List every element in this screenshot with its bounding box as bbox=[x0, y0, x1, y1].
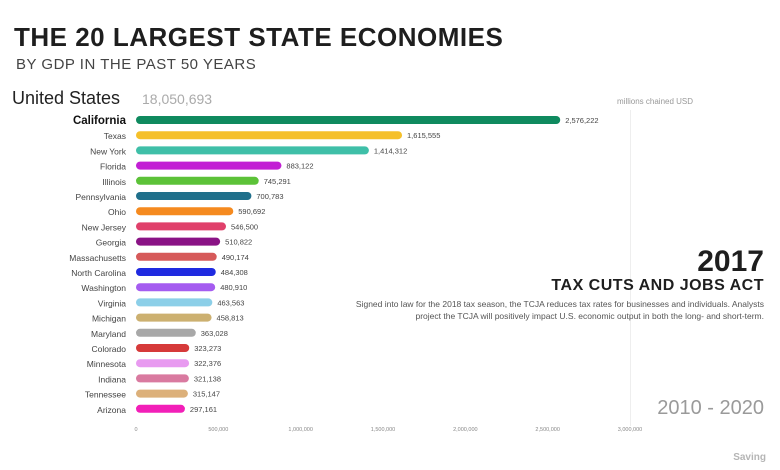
category-label: Pennsylvania bbox=[75, 192, 126, 202]
category-label: Texas bbox=[104, 131, 126, 141]
bar bbox=[136, 359, 190, 368]
category-label: Colorado bbox=[92, 344, 127, 354]
value-label: 322,376 bbox=[194, 359, 221, 368]
bar bbox=[136, 161, 282, 170]
category-label: Indiana bbox=[98, 374, 126, 384]
bar bbox=[136, 328, 196, 337]
value-label: 590,692 bbox=[238, 207, 265, 216]
tick-label: 2,500,000 bbox=[535, 427, 559, 433]
value-label: 510,822 bbox=[225, 238, 252, 247]
date-range: 2010 - 2020 bbox=[657, 397, 764, 419]
value-label: 463,563 bbox=[217, 298, 244, 307]
event-year: 2017 bbox=[697, 245, 764, 278]
divider bbox=[630, 110, 631, 426]
tick-label: 3,000,000 bbox=[618, 427, 642, 433]
bar bbox=[136, 252, 217, 261]
category-label: California bbox=[73, 115, 127, 127]
value-label: 323,273 bbox=[194, 344, 221, 353]
bar bbox=[136, 374, 189, 383]
value-label: 1,615,555 bbox=[407, 131, 440, 140]
value-label: 546,500 bbox=[231, 222, 258, 231]
bar bbox=[136, 237, 221, 246]
value-label: 363,028 bbox=[201, 329, 228, 338]
value-label: 2,576,222 bbox=[565, 116, 598, 125]
category-label: New York bbox=[90, 146, 127, 156]
tick-label: 2,000,000 bbox=[453, 427, 477, 433]
tick-label: 1,000,000 bbox=[288, 427, 312, 433]
tick-label: 500,000 bbox=[208, 427, 228, 433]
category-label: Tennessee bbox=[85, 390, 126, 400]
bar bbox=[136, 283, 216, 292]
bar bbox=[136, 344, 190, 352]
bar bbox=[136, 298, 213, 307]
chart-subtitle: BY GDP IN THE PAST 50 YEARS bbox=[16, 56, 257, 73]
bar bbox=[136, 268, 216, 276]
category-label: Michigan bbox=[92, 314, 126, 324]
category-label: Minnesota bbox=[87, 359, 126, 369]
bar bbox=[136, 404, 185, 413]
watermark: Saving bbox=[733, 452, 766, 463]
value-label: 883,122 bbox=[286, 162, 313, 171]
value-label: 458,813 bbox=[217, 314, 244, 323]
value-label: 484,308 bbox=[221, 268, 248, 277]
category-label: Florida bbox=[100, 162, 126, 172]
bar bbox=[136, 207, 234, 216]
tick-label: 0 bbox=[134, 427, 137, 433]
event-description: Signed into law for the 2018 tax season,… bbox=[355, 299, 764, 321]
value-label: 700,783 bbox=[256, 192, 283, 201]
value-label: 490,174 bbox=[222, 253, 249, 262]
bar bbox=[136, 176, 259, 185]
total-value: 18,050,693 bbox=[142, 91, 213, 107]
category-label: Virginia bbox=[98, 298, 126, 308]
value-label: 321,138 bbox=[194, 374, 221, 383]
total-label: United States bbox=[12, 88, 121, 108]
category-label: Massachusetts bbox=[69, 253, 126, 263]
category-label: Illinois bbox=[102, 177, 126, 187]
category-label: New Jersey bbox=[82, 222, 127, 232]
category-label: Arizona bbox=[97, 405, 126, 415]
bar bbox=[136, 146, 369, 155]
bar bbox=[136, 222, 226, 231]
bar bbox=[136, 192, 252, 200]
units-label: millions chained USD bbox=[617, 97, 694, 106]
bar bbox=[136, 116, 561, 124]
bar bbox=[136, 131, 403, 140]
value-label: 480,910 bbox=[220, 283, 247, 292]
bar bbox=[136, 389, 188, 398]
value-label: 297,161 bbox=[190, 405, 217, 414]
value-label: 745,291 bbox=[264, 177, 291, 186]
category-label: Ohio bbox=[108, 207, 126, 217]
category-label: Georgia bbox=[96, 238, 127, 248]
tick-label: 1,500,000 bbox=[371, 427, 395, 433]
category-label: Maryland bbox=[91, 329, 126, 339]
category-label: Washington bbox=[81, 283, 126, 293]
bar bbox=[136, 313, 212, 322]
value-label: 315,147 bbox=[193, 390, 220, 399]
chart-title: THE 20 LARGEST STATE ECONOMIES bbox=[14, 22, 504, 52]
value-label: 1,414,312 bbox=[374, 146, 407, 155]
event-title: TAX CUTS AND JOBS ACT bbox=[551, 277, 764, 294]
category-label: North Carolina bbox=[71, 268, 126, 278]
